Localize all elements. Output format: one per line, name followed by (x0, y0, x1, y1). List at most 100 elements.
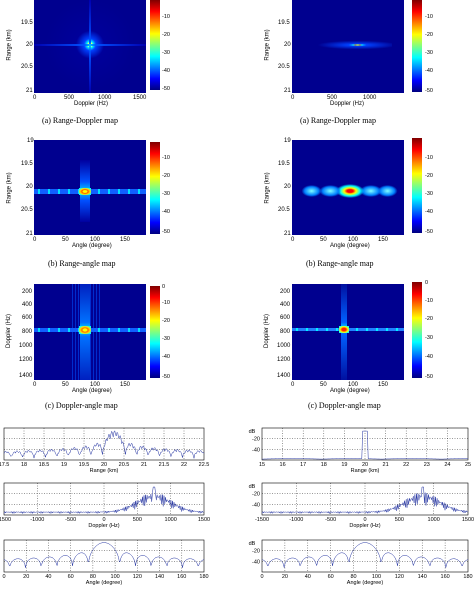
colorbar (412, 0, 422, 92)
x-tick-label: 17.5 (0, 462, 9, 468)
x-axis-label: Range (km) (351, 468, 380, 474)
xtick: 150 (378, 382, 389, 388)
cut-curve (261, 542, 469, 568)
x-tick-label: 1500 (462, 517, 474, 523)
x-tick-label: 60 (328, 574, 334, 580)
x-tick-label: 120 (133, 574, 142, 580)
y-axis-label: dB (249, 484, 256, 490)
ytick: 1000 (277, 343, 291, 349)
x-axis-label: Angle (degree) (347, 580, 384, 586)
ytick: 600 (280, 315, 291, 321)
x-tick-label: 23 (424, 462, 430, 468)
colorbar-tick: -30 (162, 336, 170, 342)
x-tick-label: 1500 (198, 517, 210, 523)
xtick: 1500 (133, 95, 147, 101)
ytick: 21 (26, 88, 33, 94)
x-axis-label: Angle (degree) (72, 388, 112, 394)
ytick: 800 (22, 329, 33, 335)
y-axis-label: Range (km) (6, 29, 13, 61)
x-tick-label: 0 (260, 574, 263, 580)
x-tick-label: -500 (325, 517, 336, 523)
ytick: 19.5 (21, 20, 33, 26)
range-angle-map-right (292, 140, 404, 235)
colorbar-tick: -50 (162, 374, 170, 380)
caption: (c) Doppler-angle map (308, 401, 381, 410)
ytick: 600 (22, 315, 33, 321)
x-tick-label: 0 (102, 517, 105, 523)
y-tick-label: -20 (252, 437, 260, 443)
ytick: 20.5 (278, 207, 290, 213)
colorbar-tick: -30 (162, 50, 170, 56)
colorbar-tick: -10 (162, 155, 170, 161)
cut-curve (3, 486, 205, 515)
x-axis-label: Angle (degree) (330, 243, 370, 249)
x-tick-label: 18 (321, 462, 327, 468)
ytick: 20 (26, 184, 33, 190)
x-axis-label: Angle (degree) (86, 580, 123, 586)
colorbar-tick: -20 (162, 32, 170, 38)
xtick: 50 (62, 382, 69, 388)
colorbar (412, 138, 422, 233)
colorbar-tick: -30 (425, 191, 433, 197)
xtick: 50 (62, 237, 69, 243)
colorbar-tick: -10 (425, 155, 433, 161)
x-tick-label: 140 (418, 574, 427, 580)
colorbar-tick: -10 (162, 14, 170, 20)
x-tick-label: 100 (111, 574, 120, 580)
one-dimensional-cuts: 17.5 18 18.5 19 19.5 20 20.5 21 21.5 22 22.5 Range … (0, 427, 474, 586)
x-axis-label: Angle (degree) (330, 388, 370, 394)
x-tick-label: 18.5 (39, 462, 50, 468)
colorbar-tick: -40 (425, 354, 433, 360)
caption: (a) Range-Doppler map (42, 116, 118, 125)
x-tick-label: 17 (300, 462, 306, 468)
y-axis-label: Range (km) (264, 172, 271, 204)
colorbar-tick: -40 (162, 209, 170, 215)
x-tick-label: -500 (65, 517, 76, 523)
ytick: 20.5 (21, 64, 33, 70)
xtick: 500 (64, 95, 75, 101)
x-tick-label: 1000 (428, 517, 440, 523)
x-tick-label: 21 (383, 462, 389, 468)
x-axis-label: Doppler (Hz) (349, 523, 380, 529)
caption: (b) Range-angle map (306, 259, 374, 268)
cut-frame (261, 539, 469, 573)
y-tick-label: -20 (252, 549, 260, 555)
y-axis-label: Doppler (Hz) (264, 313, 271, 349)
xtick: 150 (120, 382, 131, 388)
y-tick-label: -40 (252, 502, 260, 508)
ytick: 19.5 (278, 20, 290, 26)
xtick: 150 (120, 237, 131, 243)
y-axis-label: dB (249, 429, 256, 435)
x-tick-label: 19 (341, 462, 347, 468)
xtick: 500 (327, 95, 338, 101)
x-tick-label: 20 (282, 574, 288, 580)
y-axis-label: Range (km) (264, 29, 271, 61)
x-tick-label: 22 (403, 462, 409, 468)
x-tick-label: 20 (362, 462, 368, 468)
x-tick-label: 160 (441, 574, 450, 580)
ytick: 20.5 (278, 64, 290, 70)
doppler-angle-map-left (34, 284, 146, 380)
xtick: 0 (291, 382, 295, 388)
x-axis-label: Doppler (Hz) (74, 101, 109, 107)
x-tick-label: 180 (463, 574, 472, 580)
x-tick-label: 140 (155, 574, 164, 580)
ytick: 1400 (277, 373, 291, 379)
colorbar-tick: -50 (162, 86, 170, 92)
colorbar (150, 142, 160, 234)
colorbar-tick: -20 (425, 173, 433, 179)
colorbar-tick: -40 (425, 209, 433, 215)
x-tick-label: 180 (199, 574, 208, 580)
ytick: 21 (284, 231, 291, 237)
ytick: 21 (284, 88, 291, 94)
ytick: 19 (284, 138, 291, 144)
colorbar-tick: -20 (425, 316, 433, 322)
ytick: 400 (22, 302, 33, 308)
xtick: 150 (378, 237, 389, 243)
x-tick-label: 19.5 (79, 462, 90, 468)
caption: (c) Doppler-angle map (45, 401, 118, 410)
xtick: 0 (33, 382, 37, 388)
colorbar (150, 286, 160, 378)
ytick: 1200 (277, 357, 291, 363)
x-tick-label: 16 (280, 462, 286, 468)
